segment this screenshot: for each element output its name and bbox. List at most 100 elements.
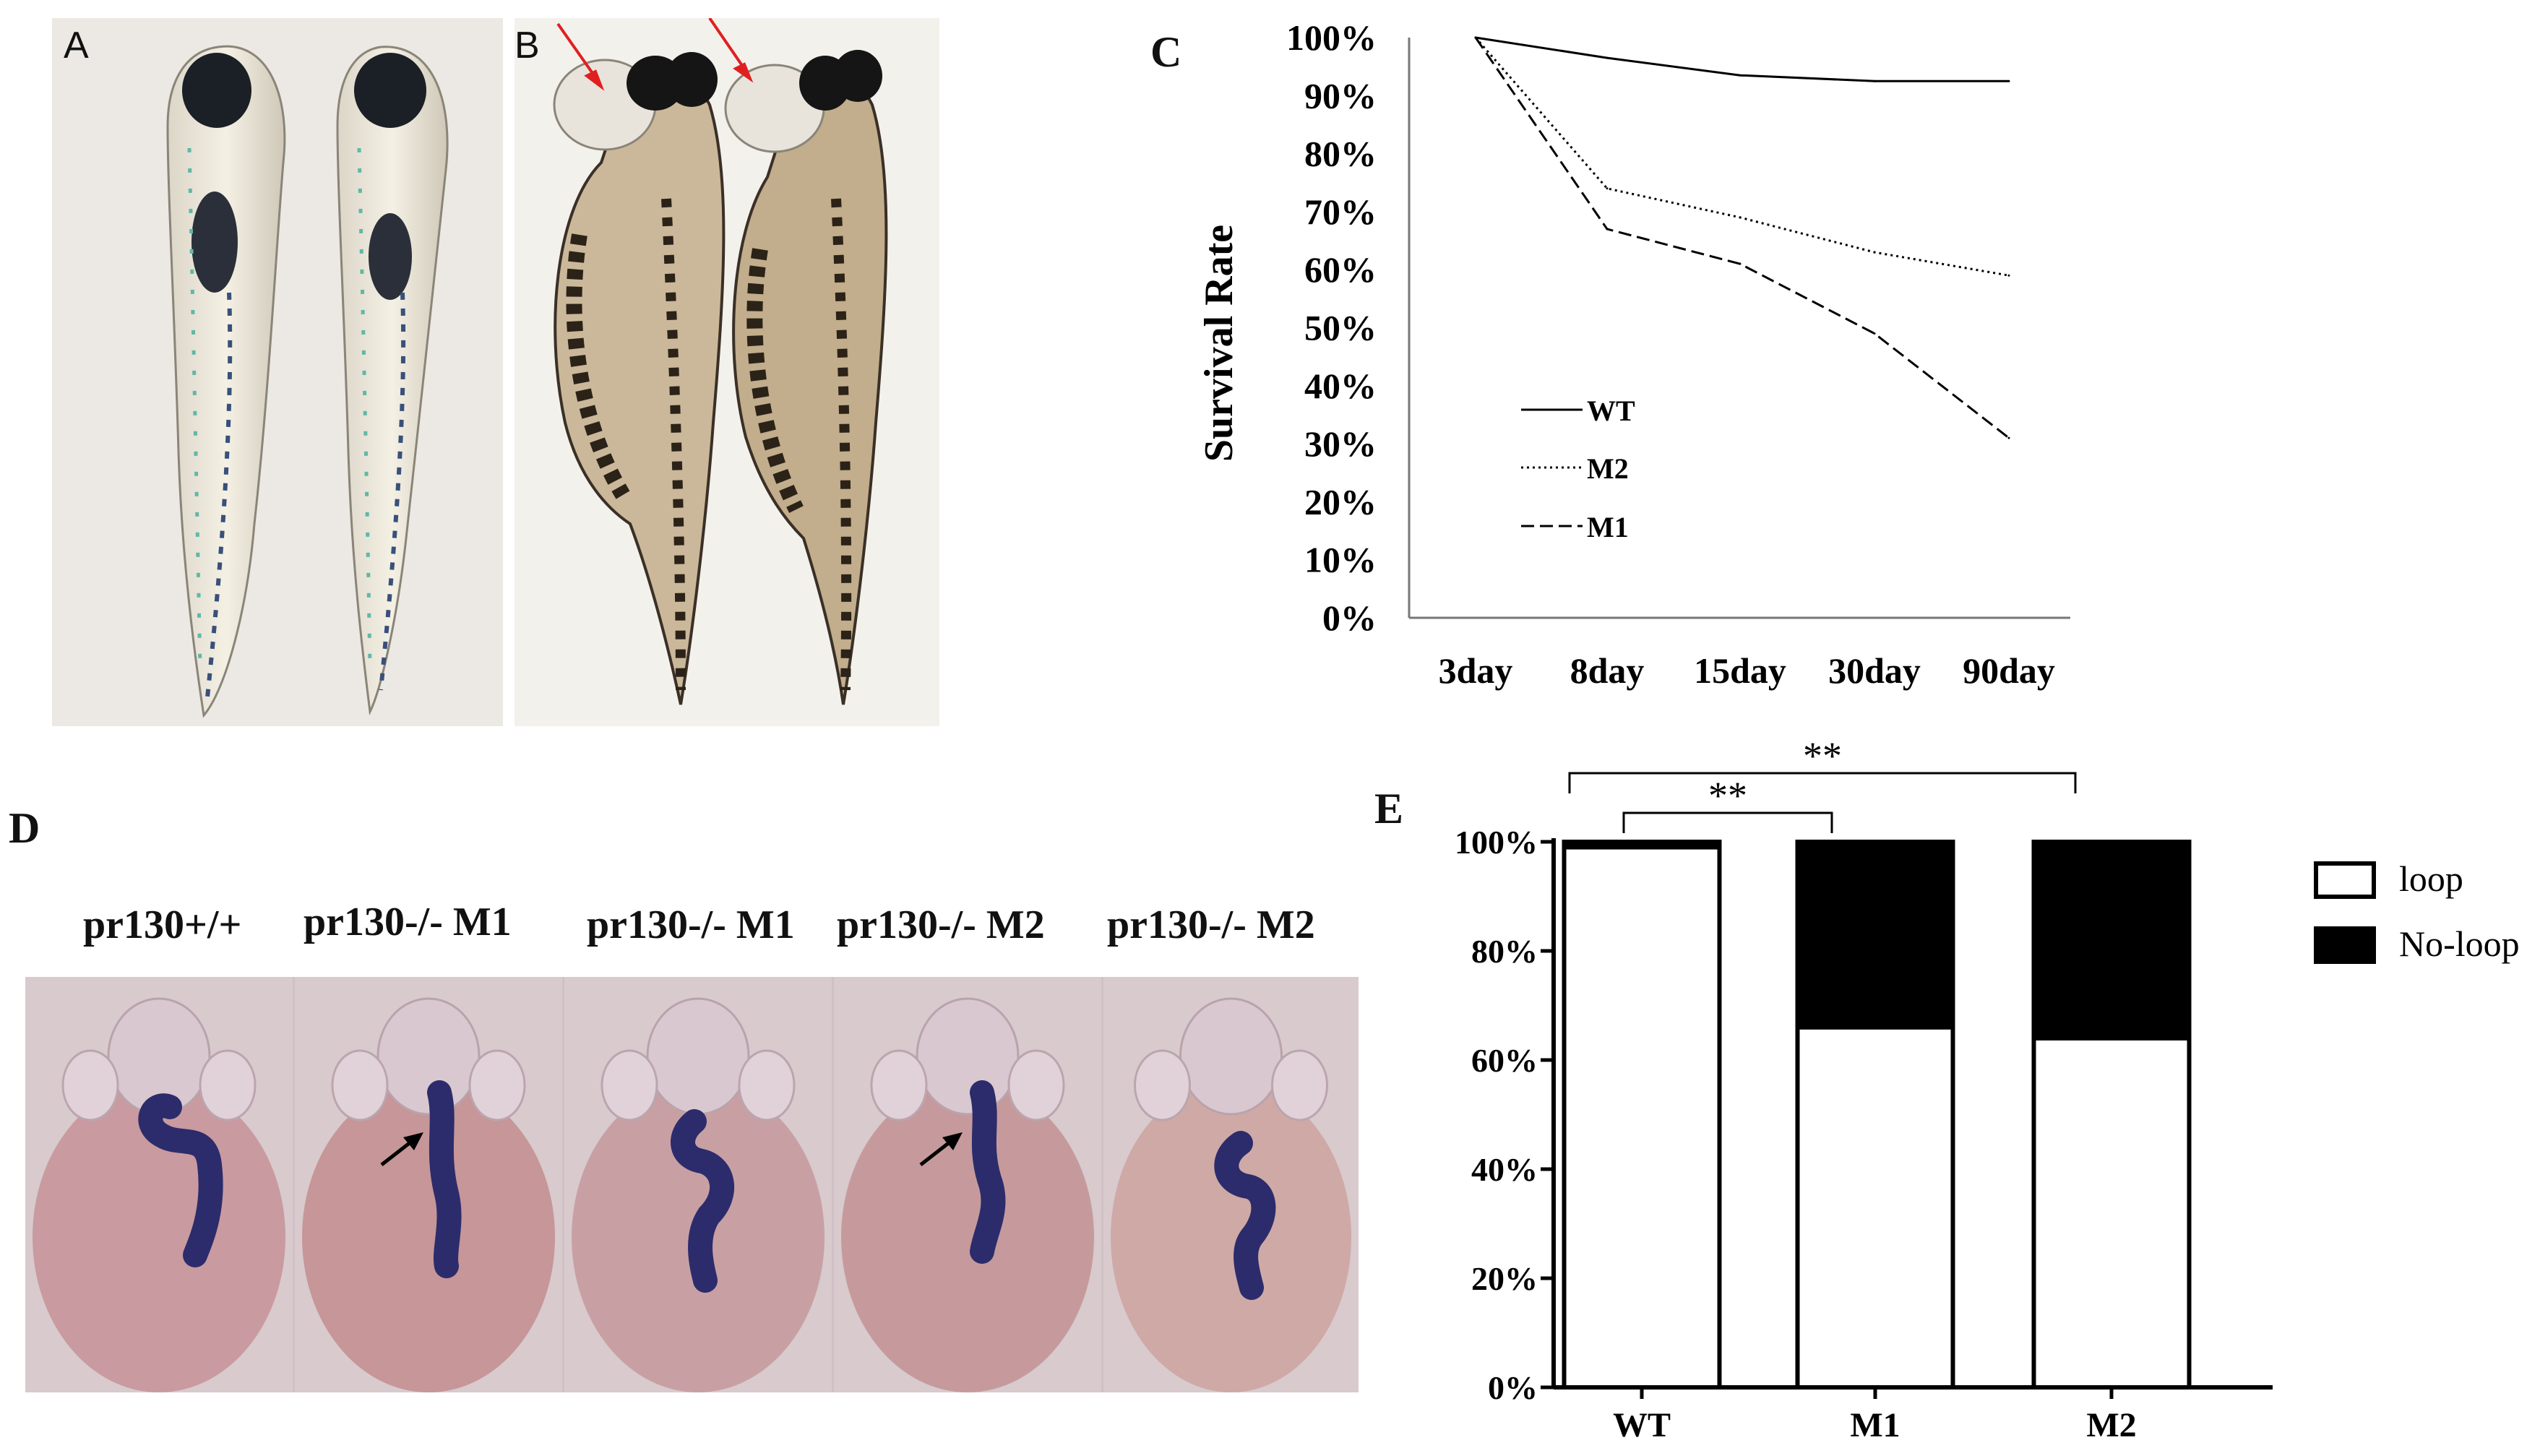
y-tick-label: 80% bbox=[1304, 134, 1377, 174]
significance-label: ** bbox=[1803, 734, 1842, 777]
y-tick-label: 20% bbox=[1304, 481, 1377, 522]
data-point bbox=[1873, 251, 1876, 254]
panel-a-photo: A bbox=[52, 18, 503, 726]
eye bbox=[738, 1049, 796, 1121]
x-tick-label: WT bbox=[1613, 1406, 1671, 1444]
series-line-m2 bbox=[1474, 37, 2010, 277]
legend-label: WT bbox=[1587, 395, 1635, 427]
bar-loop-m1 bbox=[1795, 1025, 1955, 1390]
eye bbox=[870, 1049, 928, 1121]
legend-swatch bbox=[2314, 861, 2376, 899]
y-tick-label: 100% bbox=[1455, 824, 1538, 861]
eye bbox=[1134, 1049, 1191, 1121]
data-point bbox=[1739, 216, 1742, 219]
y-tick-label: 10% bbox=[1304, 540, 1377, 580]
series-line-m1 bbox=[1474, 37, 2010, 439]
significance-bracket bbox=[1568, 772, 2077, 793]
eye bbox=[331, 1049, 389, 1121]
y-tick-label: 20% bbox=[1471, 1260, 1538, 1297]
x-tick-label: M1 bbox=[1850, 1406, 1900, 1444]
survival-rate-chart: 100% 90% 80% 70% 60% 50% 40% 30% 20% 10% 0% 3day 8da… bbox=[1197, 17, 2070, 691]
x-tick-label: 30day bbox=[1828, 650, 1921, 691]
yolk bbox=[1111, 1082, 1351, 1392]
data-point bbox=[1606, 56, 1609, 59]
red-arrow-icon bbox=[708, 18, 754, 83]
data-point bbox=[1739, 262, 1742, 265]
black-arrow-icon bbox=[380, 1132, 423, 1166]
eye bbox=[61, 1049, 119, 1121]
y-tick-label: 90% bbox=[1304, 75, 1377, 116]
embryo-image bbox=[25, 977, 293, 1392]
heart-stain bbox=[138, 1093, 223, 1267]
series-line-wt bbox=[1475, 36, 2009, 82]
bar-loop-m2 bbox=[2031, 1035, 2192, 1390]
legend-swatch bbox=[2314, 926, 2376, 964]
black-arrow-icon bbox=[919, 1132, 963, 1166]
panel-d-label: D bbox=[9, 804, 40, 852]
data-point bbox=[1606, 187, 1609, 190]
heart-stain bbox=[427, 1080, 462, 1278]
arrow-head bbox=[403, 1132, 423, 1150]
x-tick-label: 15day bbox=[1694, 650, 1786, 691]
data-point bbox=[1606, 228, 1609, 231]
y-tick-label: 50% bbox=[1304, 308, 1377, 348]
yolk bbox=[302, 1082, 555, 1392]
embryo-image bbox=[564, 977, 832, 1392]
head bbox=[646, 997, 750, 1116]
panel-a-label: A bbox=[64, 25, 89, 66]
data-point bbox=[1474, 36, 1477, 39]
eye bbox=[600, 1049, 658, 1121]
heart-loop-chart: 0% 20% 40% 60% 80% 100% WT M1 M2 ** ** loop No-loop bbox=[1455, 734, 2520, 1444]
y-tick-label: 60% bbox=[1304, 249, 1377, 290]
x-tick-label: M2 bbox=[2086, 1406, 2136, 1444]
y-axis-label: Survival Rate bbox=[1197, 225, 1241, 462]
y-tick-label: 70% bbox=[1304, 191, 1377, 232]
y-tick-label: 40% bbox=[1304, 366, 1377, 406]
eye bbox=[199, 1049, 257, 1121]
y-tick-label: 0% bbox=[1488, 1369, 1538, 1406]
y-tick-label: 100% bbox=[1286, 17, 1377, 58]
heart-stain bbox=[1214, 1131, 1276, 1300]
eye bbox=[1007, 1049, 1065, 1121]
x-tick-label: 8day bbox=[1570, 650, 1645, 691]
heart-stain bbox=[671, 1109, 734, 1293]
arrow-head bbox=[942, 1132, 963, 1150]
head bbox=[916, 997, 1020, 1116]
head bbox=[376, 997, 481, 1116]
legend-label: M1 bbox=[1587, 511, 1629, 543]
yolk bbox=[33, 1082, 285, 1392]
bar-no-loop-m1 bbox=[1795, 840, 1955, 1030]
panel-b-label: B bbox=[515, 25, 540, 66]
x-tick-label: 3day bbox=[1439, 650, 1513, 691]
panel-b-photo: B bbox=[515, 18, 939, 726]
embryo-image bbox=[1103, 977, 1359, 1392]
data-point bbox=[1873, 332, 1876, 335]
legend-label: M2 bbox=[1587, 452, 1629, 485]
head bbox=[1179, 997, 1283, 1116]
y-tick-label: 0% bbox=[1322, 598, 1377, 638]
significance-bracket bbox=[1622, 811, 1833, 833]
panel-d-image-label: pr130-/- M2 bbox=[1107, 903, 1315, 947]
data-point bbox=[2007, 436, 2010, 439]
legend-label: No-loop bbox=[2399, 923, 2520, 964]
eye bbox=[468, 1049, 526, 1121]
x-tick-label: 90day bbox=[1963, 650, 2055, 691]
bar-loop-wt bbox=[1562, 845, 1722, 1390]
larvae-mutant-illustration bbox=[553, 18, 888, 705]
data-point bbox=[2007, 274, 2010, 277]
eye bbox=[1271, 1049, 1328, 1121]
bar-no-loop-wt bbox=[1562, 840, 1722, 850]
heart-stain bbox=[970, 1080, 1006, 1264]
panel-c-label: C bbox=[1150, 28, 1182, 76]
panel-d-image-label: pr130-/- M2 bbox=[837, 903, 1045, 947]
panel-d-photo-strip bbox=[25, 977, 1359, 1392]
panel-e-label: E bbox=[1374, 785, 1404, 832]
data-point bbox=[1873, 79, 1876, 82]
y-tick-label: 60% bbox=[1471, 1042, 1538, 1079]
red-arrow-icon bbox=[556, 22, 605, 91]
data-point bbox=[2007, 79, 2010, 82]
significance-label: ** bbox=[1708, 774, 1747, 817]
larvae-wildtype-illustration bbox=[166, 45, 449, 718]
y-tick-label: 40% bbox=[1471, 1151, 1538, 1188]
y-tick-label: 80% bbox=[1471, 933, 1538, 970]
